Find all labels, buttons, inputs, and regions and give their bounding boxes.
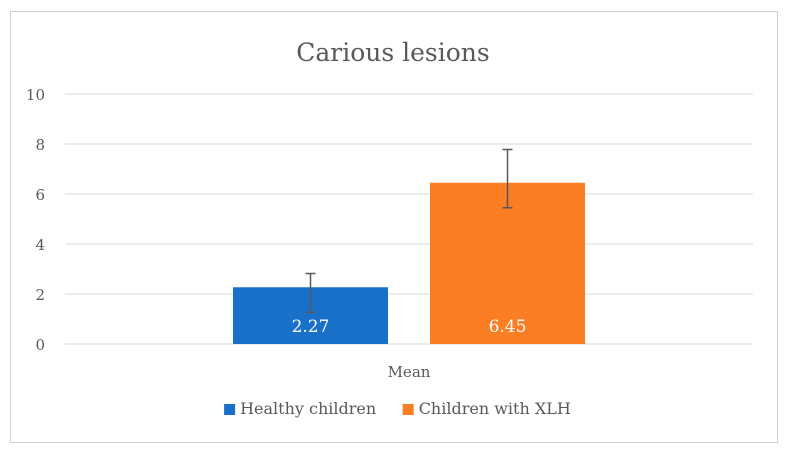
bars [233, 182, 585, 344]
y-tick-label-10: 10 [26, 86, 45, 104]
y-tick-label-4: 4 [35, 236, 45, 254]
chart-title: Carious lesions [296, 38, 490, 67]
chart-svg: Carious lesions 0 2 4 6 8 10 2.27 6.45 Mean He… [26, 38, 753, 418]
gridlines [65, 93, 753, 345]
legend-swatch-1 [224, 404, 236, 415]
y-tick-label-0: 0 [35, 336, 45, 354]
data-label-2: 6.45 [489, 317, 527, 337]
x-category-label: Mean [388, 363, 431, 381]
legend-swatch-2 [402, 404, 414, 415]
legend-label-2: Children with XLH [419, 399, 571, 418]
y-tick-label-8: 8 [35, 136, 45, 154]
legend-label-1: Healthy children [240, 399, 376, 418]
y-axis-ticks: 0 2 4 6 8 10 [26, 86, 45, 354]
data-labels: 2.27 6.45 [292, 317, 527, 337]
chart-area: Carious lesions 0 2 4 6 8 10 2.27 6.45 Mean He… [10, 11, 778, 443]
y-tick-label-2: 2 [35, 286, 45, 304]
error-bars [305, 148, 513, 313]
y-tick-label-6: 6 [35, 186, 45, 204]
data-label-1: 2.27 [292, 317, 330, 337]
legend: Healthy children Children with XLH [224, 399, 571, 418]
bar-2 [430, 182, 585, 344]
x-axis-categories: Mean [388, 363, 431, 381]
